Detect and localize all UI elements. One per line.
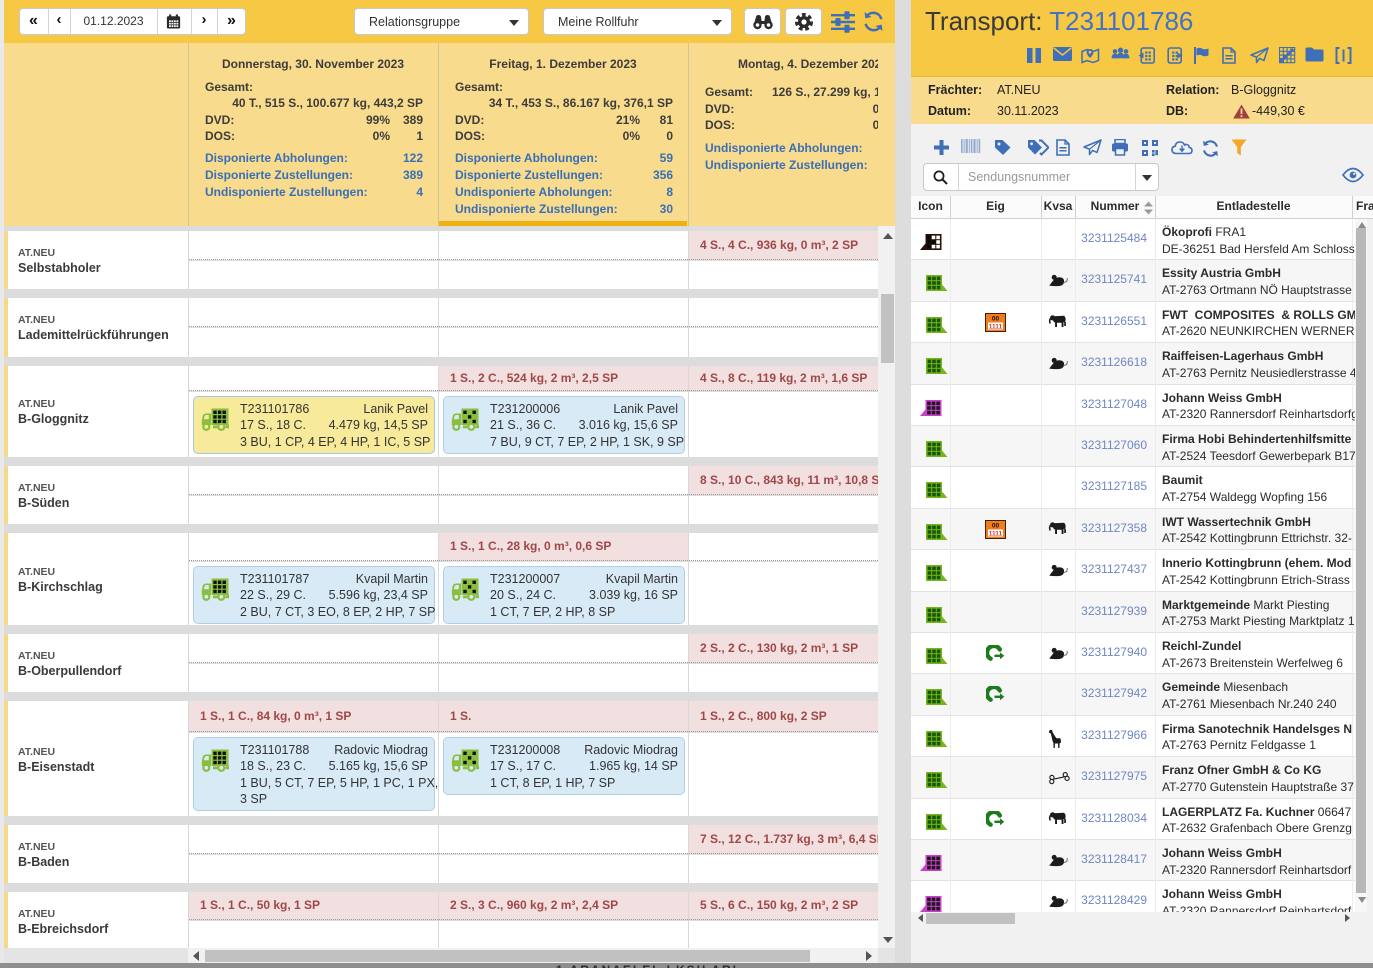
svg-text:00: 00 <box>992 522 1000 529</box>
svg-text:1111: 1111 <box>989 530 1003 537</box>
svg-text:1111: 1111 <box>989 323 1003 330</box>
svg-text:00: 00 <box>992 315 1000 322</box>
